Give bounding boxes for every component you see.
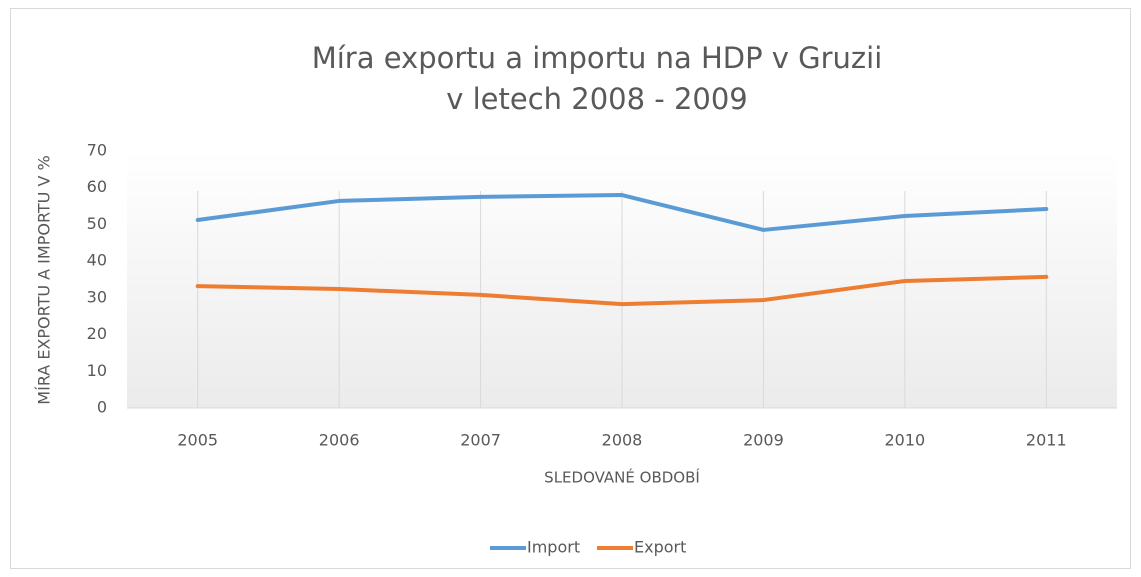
- x-axis-label: SLEDOVANÉ OBDOBÍ: [544, 468, 700, 487]
- legend-label: Import: [527, 538, 580, 557]
- y-tick-label: 40: [87, 251, 107, 270]
- series-line: [195, 274, 1049, 307]
- x-tick-label: 2006: [319, 431, 360, 450]
- x-tick-label: 2005: [177, 431, 218, 450]
- y-tick-label: 30: [87, 287, 107, 306]
- chart-title: Míra exportu a importu na HDP v Gruzii: [312, 41, 883, 75]
- x-tick-label: 2010: [884, 431, 925, 450]
- x-tick-label: 2011: [1026, 431, 1067, 450]
- x-tick-label: 2007: [460, 431, 501, 450]
- y-tick-label: 0: [97, 398, 107, 417]
- y-tick-label: 70: [87, 141, 107, 160]
- chart-title: v letech 2008 - 2009: [446, 82, 748, 116]
- series-line: [195, 193, 1049, 232]
- y-tick-label: 20: [87, 324, 107, 343]
- y-tick-label: 60: [87, 177, 107, 196]
- y-tick-label: 50: [87, 214, 107, 233]
- x-tick-label: 2008: [602, 431, 643, 450]
- x-tick-label: 2009: [743, 431, 784, 450]
- y-axis-label: MÍRA EXPORTU A IMPORTU V %: [35, 155, 54, 404]
- y-tick-label: 10: [87, 361, 107, 380]
- legend-label: Export: [634, 538, 686, 557]
